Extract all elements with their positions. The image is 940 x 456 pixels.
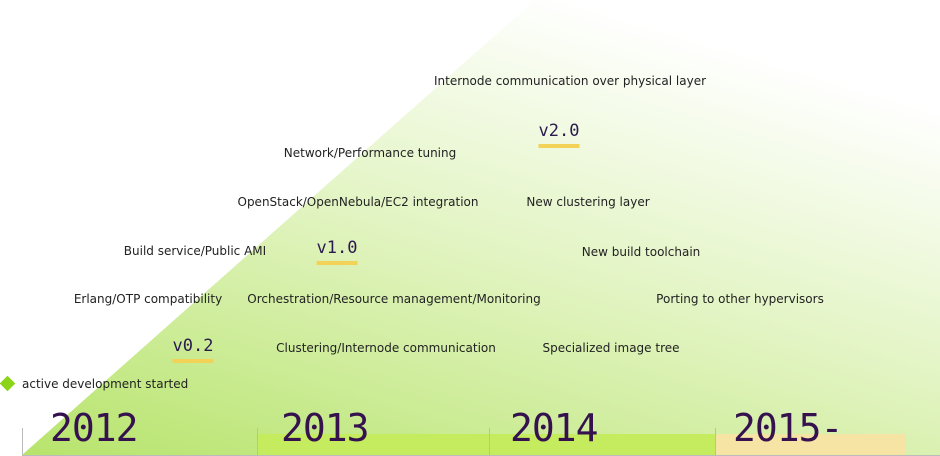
feature-openstack-integration: OpenStack/OpenNebula/EC2 integration <box>237 195 479 209</box>
version-v0-2: v0.2 <box>172 336 214 363</box>
feature-orchestration: Orchestration/Resource management/Monito… <box>247 292 541 306</box>
year-label-2014: 2014 <box>510 406 599 450</box>
version-v1-0: v1.0 <box>316 238 358 265</box>
timeline-bar-2013 <box>258 434 489 455</box>
year-label-2013: 2013 <box>281 406 370 450</box>
feature-new-toolchain: New build toolchain <box>581 245 701 259</box>
timeline-bar-2015 <box>715 434 906 455</box>
feature-network-tuning: Network/Performance tuning <box>283 146 457 160</box>
version-v2-0: v2.0 <box>538 121 580 148</box>
feature-erlang-otp: Erlang/OTP compatibility <box>73 292 223 306</box>
feature-new-clustering: New clustering layer <box>526 195 650 209</box>
feature-porting-hypervisors: Porting to other hypervisors <box>656 292 824 306</box>
timeline-bar-2014 <box>489 434 715 455</box>
feature-specialized-image: Specialized image tree <box>542 341 680 355</box>
year-label-2012: 2012 <box>50 406 139 450</box>
feature-build-service: Build service/Public AMI <box>123 244 267 258</box>
feature-clustering-internode: Clustering/Internode communication <box>276 341 496 355</box>
development-wedge <box>22 0 940 455</box>
year-label-2015: 2015- <box>733 406 843 450</box>
feature-internode-physical: Internode communication over physical la… <box>433 74 707 88</box>
legend-label: active development started <box>22 377 189 391</box>
